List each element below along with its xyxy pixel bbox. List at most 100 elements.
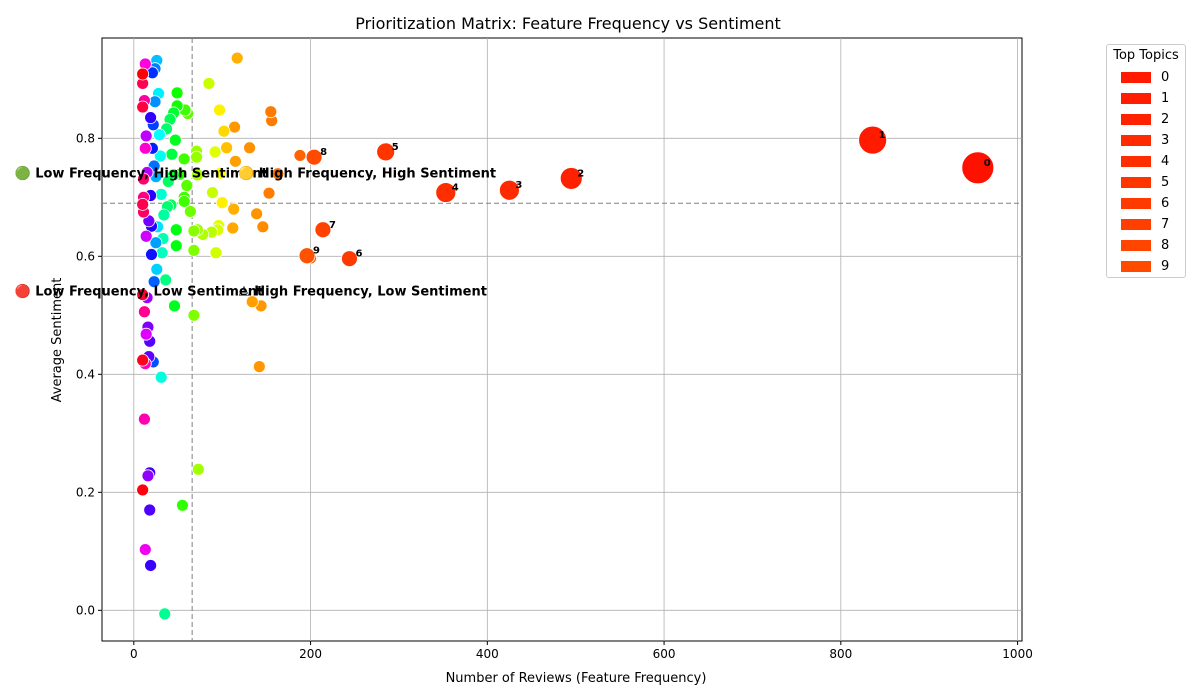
- top-topic-point: [305, 148, 323, 166]
- top-topic-point: [499, 179, 520, 201]
- top-topic-point: [341, 250, 358, 268]
- topic-point: [264, 105, 278, 119]
- top-topic-point: [435, 182, 457, 203]
- topic-point: [136, 353, 150, 367]
- y-tick-label: 0.8: [76, 131, 95, 145]
- top-topic-label: 7: [329, 220, 336, 231]
- topic-point: [220, 141, 234, 155]
- topic-point: [262, 186, 276, 200]
- topic-point: [202, 77, 216, 90]
- top-topic-point: [961, 151, 995, 185]
- topic-point: [136, 67, 150, 81]
- top-topic-point: [858, 125, 888, 155]
- y-tick-label: 0.6: [76, 249, 95, 263]
- topic-point: [214, 166, 227, 180]
- legend-swatch: [1121, 114, 1151, 125]
- topic-point: [158, 607, 172, 621]
- topic-point: [230, 51, 244, 65]
- x-tick-label: 1000: [1002, 647, 1033, 661]
- topic-point: [136, 483, 150, 497]
- chart-title: Prioritization Matrix: Feature Frequency…: [355, 14, 781, 33]
- topic-point: [187, 224, 201, 238]
- topic-point: [169, 239, 183, 253]
- topic-point: [138, 305, 151, 319]
- topic-point: [168, 299, 181, 313]
- y-tick-label: 0.0: [76, 603, 95, 617]
- topic-point: [293, 149, 307, 162]
- legend-label: 0: [1161, 70, 1170, 85]
- topic-point: [139, 129, 153, 143]
- x-tick-label: 800: [829, 647, 852, 661]
- top-topic-point: [298, 247, 316, 265]
- topic-point: [148, 95, 162, 109]
- topic-point: [187, 308, 201, 322]
- quadrant-label: 🔴 Low Frequency, Low Sentiment: [15, 284, 264, 300]
- topic-point: [177, 152, 191, 166]
- topic-point: [226, 221, 240, 235]
- topic-point: [144, 111, 158, 125]
- topic-point: [139, 229, 153, 243]
- topic-point: [143, 503, 157, 517]
- topic-point: [139, 327, 153, 341]
- topic-point: [169, 223, 183, 237]
- topic-point: [138, 412, 151, 426]
- top-topic-label: 4: [452, 183, 459, 194]
- topic-point: [209, 246, 223, 260]
- top-topic-label: 8: [320, 147, 327, 158]
- topic-point: [138, 141, 152, 155]
- legend-swatch: [1121, 156, 1151, 167]
- topic-point: [250, 207, 264, 221]
- legend-item: 3: [1107, 130, 1185, 151]
- topic-point: [176, 498, 189, 512]
- legend-item: 6: [1107, 193, 1185, 214]
- topic-point: [245, 295, 259, 309]
- top-topic-label: 0: [984, 158, 991, 169]
- topic-point: [168, 133, 182, 147]
- topic-point: [227, 202, 241, 216]
- topic-point: [190, 150, 203, 164]
- top-topic-label: 6: [355, 249, 362, 260]
- topic-point: [208, 145, 222, 159]
- legend-item: 1: [1107, 88, 1185, 109]
- y-axis-label: Average Sentiment: [50, 278, 65, 403]
- legend-label: 3: [1161, 133, 1170, 148]
- topic-point: [154, 187, 168, 201]
- topic-point: [228, 120, 241, 134]
- topic-point: [170, 86, 184, 100]
- legend-label: 6: [1161, 196, 1170, 211]
- topic-point: [136, 288, 150, 302]
- legend-item: 5: [1107, 172, 1185, 193]
- topic-point: [243, 141, 256, 155]
- legend-label: 4: [1161, 154, 1170, 169]
- legend-item: 0: [1107, 67, 1185, 88]
- top-topic-point: [559, 167, 583, 190]
- top-topic-label: 3: [515, 180, 522, 191]
- topic-point: [215, 196, 229, 210]
- legend-item: 2: [1107, 109, 1185, 130]
- plot-area: [101, 37, 1023, 642]
- top-topic-point: [314, 221, 332, 239]
- legend-swatch: [1121, 177, 1151, 188]
- topic-point: [136, 197, 150, 211]
- topic-point: [229, 154, 242, 168]
- topic-point: [144, 559, 158, 572]
- legend-label: 2: [1161, 112, 1170, 127]
- topic-point: [177, 195, 191, 208]
- topic-point: [141, 469, 155, 483]
- x-axis-label: Number of Reviews (Feature Frequency): [446, 671, 707, 686]
- topic-point: [217, 124, 231, 138]
- top-topic-label: 9: [313, 246, 320, 257]
- y-tick-label: 0.4: [76, 367, 95, 381]
- topic-point: [157, 208, 171, 222]
- legend-label: 1: [1161, 91, 1170, 106]
- legend-swatch: [1121, 198, 1151, 209]
- legend-swatch: [1121, 72, 1151, 83]
- legend-swatch: [1121, 219, 1151, 230]
- quadrant-label: 🟢 Low Frequency, High Sentiment: [15, 166, 268, 182]
- topic-point: [153, 128, 166, 142]
- legend-label: 5: [1161, 175, 1170, 190]
- topic-point: [136, 100, 150, 114]
- topic-point: [252, 360, 266, 374]
- legend-item: 9: [1107, 256, 1185, 277]
